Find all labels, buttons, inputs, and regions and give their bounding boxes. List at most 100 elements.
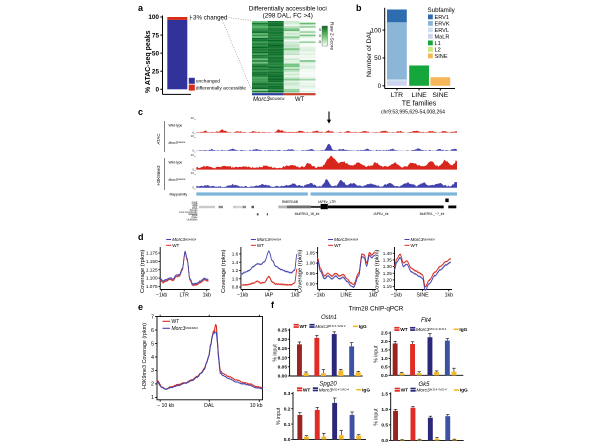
svg-text:0: 0 — [155, 87, 159, 94]
svg-text:WT: WT — [257, 243, 264, 248]
svg-text:c: c — [138, 107, 143, 117]
svg-text:LINE: LINE — [412, 92, 428, 99]
svg-text:SINE: SINE — [416, 293, 429, 299]
svg-text:Coverage (rpkm): Coverage (rpkm) — [140, 249, 146, 293]
svg-text:1.125: 1.125 — [146, 267, 158, 272]
svg-text:WT: WT — [334, 243, 341, 248]
svg-text:IAPEz_int: IAPEz_int — [374, 212, 389, 216]
svg-text:WT: WT — [295, 97, 305, 103]
svg-text:1.25: 1.25 — [383, 271, 393, 276]
svg-text:RMER16B: RMER16B — [282, 200, 299, 204]
svg-text:1.2: 1.2 — [232, 268, 239, 273]
svg-text:-5: -5 — [318, 40, 321, 44]
svg-text:LTR: LTR — [179, 293, 189, 299]
svg-text:20: 20 — [191, 134, 195, 138]
svg-text:20: 20 — [191, 116, 195, 120]
svg-text:WT: WT — [172, 243, 179, 248]
svg-text:L1: L1 — [435, 41, 441, 47]
svg-text:chr9:53,995,629-54,008,264: chr9:53,995,629-54,008,264 — [381, 110, 445, 116]
svg-text:IgG: IgG — [459, 327, 467, 333]
svg-text:LTR: LTR — [193, 204, 198, 208]
svg-text:1.5: 1.5 — [381, 392, 388, 398]
svg-text:1.0: 1.0 — [381, 356, 388, 362]
svg-text:75: 75 — [152, 32, 160, 39]
svg-text:DNA: DNA — [192, 206, 198, 210]
svg-text:−1kb: −1kb — [314, 293, 326, 299]
svg-text:H3K9me3: H3K9me3 — [156, 165, 161, 186]
svg-text:1.150: 1.150 — [146, 259, 158, 264]
svg-text:DAL: DAL — [204, 403, 214, 409]
svg-text:0.25: 0.25 — [278, 328, 288, 334]
svg-text:Number of DAL: Number of DAL — [366, 30, 373, 77]
svg-text:− 10 kb: − 10 kb — [157, 403, 174, 409]
svg-text:25: 25 — [152, 68, 160, 75]
svg-text:Morc3MD4/MD4: Morc3MD4/MD4 — [257, 237, 282, 242]
svg-text:20: 20 — [191, 153, 195, 157]
svg-text:H3K9me3 Coverage (rpkm): H3K9me3 Coverage (rpkm) — [142, 323, 148, 389]
svg-text:% input: % input — [273, 344, 279, 362]
svg-text:0.0: 0.0 — [381, 373, 388, 379]
svg-text:Morc3MD4/MD4: Morc3MD4/MD4 — [416, 327, 447, 333]
svg-text:0.10: 0.10 — [278, 355, 288, 361]
svg-text:1.05: 1.05 — [306, 250, 316, 255]
svg-text:Morc3MD4/MD4: Morc3MD4/MD4 — [416, 388, 447, 394]
svg-text:0.8: 0.8 — [232, 285, 239, 290]
svg-text:Coverage (rpkm): Coverage (rpkm) — [221, 249, 227, 293]
svg-text:Raw Z-Score: Raw Z-Score — [329, 22, 335, 50]
svg-text:MuERV4_18_int: MuERV4_18_int — [295, 212, 320, 216]
svg-text:0.95: 0.95 — [306, 271, 316, 276]
svg-text:Morc3MD4/MD4: Morc3MD4/MD4 — [411, 237, 436, 242]
svg-text:0: 0 — [192, 186, 194, 190]
svg-text:differentially accessible: differentially accessible — [196, 85, 246, 91]
svg-text:10 kb: 10 kb — [250, 403, 263, 409]
svg-text:4: 4 — [151, 355, 154, 361]
svg-text:0.00: 0.00 — [278, 374, 288, 380]
svg-text:ATAC: ATAC — [156, 133, 161, 144]
svg-text:e: e — [138, 302, 143, 312]
svg-text:Spg20: Spg20 — [319, 382, 337, 388]
svg-text:100: 100 — [148, 14, 159, 21]
svg-text:Coverage (rpkm): Coverage (rpkm) — [298, 249, 304, 293]
svg-text:% input: % input — [373, 345, 379, 363]
svg-text:1: 1 — [151, 395, 154, 401]
svg-text:Morc3MD4/MD4: Morc3MD4/MD4 — [169, 178, 186, 182]
svg-text:0.2: 0.2 — [284, 406, 291, 412]
svg-text:IAP: IAP — [265, 293, 274, 299]
svg-text:0: 0 — [192, 149, 194, 153]
svg-text:0.20: 0.20 — [278, 337, 288, 343]
svg-text:0.5: 0.5 — [381, 365, 388, 371]
svg-text:Morc3MD4/MD4: Morc3MD4/MD4 — [253, 97, 285, 103]
svg-text:Flt4: Flt4 — [421, 318, 432, 324]
svg-text:Other: Other — [191, 216, 198, 220]
svg-text:WT: WT — [401, 388, 409, 394]
svg-text:1.075: 1.075 — [146, 284, 158, 289]
svg-text:0: 0 — [378, 83, 382, 90]
svg-text:3% changed: 3% changed — [193, 15, 228, 22]
svg-text:1.6: 1.6 — [232, 252, 239, 257]
svg-text:unchanged: unchanged — [196, 79, 220, 85]
svg-text:7: 7 — [151, 314, 154, 320]
svg-text:−1kb: −1kb — [390, 293, 402, 299]
svg-text:SINE: SINE — [432, 92, 448, 99]
svg-text:50: 50 — [152, 50, 160, 57]
svg-text:0.3: 0.3 — [284, 391, 291, 397]
svg-text:1.0: 1.0 — [232, 276, 239, 281]
svg-text:Coverage (rpkm): Coverage (rpkm) — [375, 249, 381, 293]
svg-text:−1kb: −1kb — [156, 293, 168, 299]
svg-text:Ostn1: Ostn1 — [321, 315, 337, 321]
svg-text:1.175: 1.175 — [146, 251, 158, 256]
svg-text:WT: WT — [303, 387, 311, 393]
svg-text:Satellite: Satellite — [188, 212, 198, 216]
svg-text:d: d — [138, 232, 144, 242]
svg-text:2.5: 2.5 — [381, 331, 388, 337]
svg-text:Morc3MD4/MD4: Morc3MD4/MD4 — [172, 237, 197, 242]
svg-text:Morc3MD4/MD4: Morc3MD4/MD4 — [172, 326, 199, 332]
svg-text:LINE: LINE — [192, 202, 198, 206]
svg-text:1.35: 1.35 — [383, 258, 393, 263]
svg-text:1.20: 1.20 — [383, 278, 393, 283]
svg-text:5: 5 — [319, 28, 321, 32]
svg-text:% input: % input — [276, 407, 282, 425]
svg-text:0.1: 0.1 — [284, 422, 291, 428]
svg-text:1.4: 1.4 — [232, 260, 239, 265]
svg-text:2: 2 — [151, 382, 154, 388]
